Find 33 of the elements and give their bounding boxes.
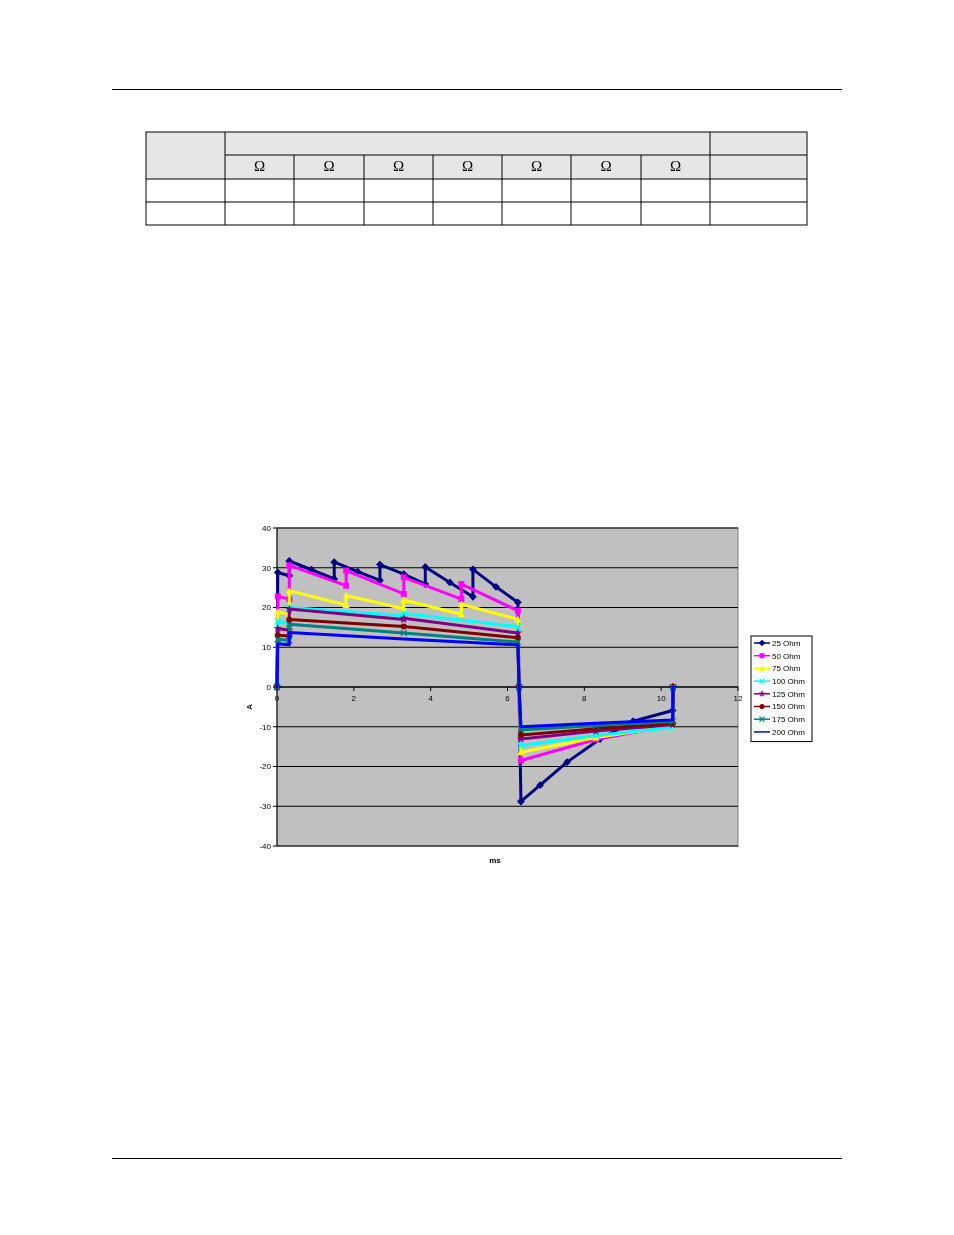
- legend-label: 200 Ohm: [772, 727, 806, 737]
- legend-label: 75 Ohm: [772, 664, 801, 674]
- legend-label: 150 Ohm: [772, 702, 806, 712]
- x-tick-label: 0: [274, 694, 280, 703]
- legend-label: 25 Ohm: [772, 638, 801, 648]
- y-tick-label: -10: [259, 722, 272, 732]
- legend-label: 175 Ohm: [772, 715, 806, 724]
- legend-label: 100 Ohm: [772, 676, 806, 686]
- y-tick-label: 40: [262, 523, 272, 533]
- text: Ω: [323, 158, 335, 174]
- x-tick-label: 10: [656, 694, 667, 703]
- x-axis-title: ms: [489, 856, 502, 865]
- text: Ω: [530, 158, 543, 174]
- legend-label: 125 Ohm: [772, 689, 806, 699]
- y-tick-label: -20: [259, 762, 272, 772]
- text: Ω: [392, 158, 405, 174]
- x-tick-label: 8: [582, 694, 588, 703]
- x-tick-label: 4: [428, 694, 434, 703]
- text: Ω: [253, 158, 266, 174]
- y-axis-title: A: [245, 703, 254, 710]
- text: Ω: [669, 158, 682, 174]
- y-tick-label: -30: [259, 802, 272, 812]
- x-tick-label: 2: [351, 694, 357, 703]
- x-tick-label: 6: [505, 694, 511, 703]
- y-tick-label: 10: [262, 643, 272, 653]
- y-tick-label: -40: [259, 841, 272, 851]
- text: Ω: [600, 158, 612, 174]
- text: Ω: [461, 158, 474, 174]
- y-tick-label: 20: [262, 603, 272, 613]
- x-tick-label: 12: [733, 694, 743, 703]
- legend-label: 50 Ohm: [772, 651, 801, 661]
- y-tick-label: 0: [266, 682, 272, 692]
- y-tick-label: 30: [262, 563, 272, 573]
